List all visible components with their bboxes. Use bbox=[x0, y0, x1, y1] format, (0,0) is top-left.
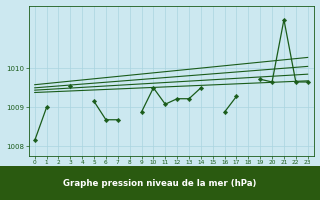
Text: Graphe pression niveau de la mer (hPa): Graphe pression niveau de la mer (hPa) bbox=[63, 178, 257, 188]
